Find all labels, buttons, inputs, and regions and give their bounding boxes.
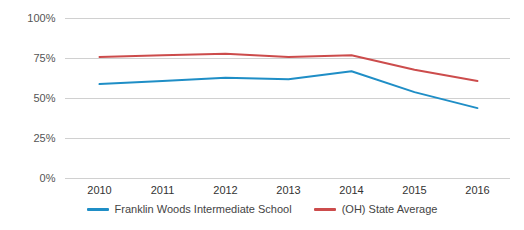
svg-text:2012: 2012 <box>213 184 237 196</box>
svg-text:100%: 100% <box>27 12 55 24</box>
svg-text:2016: 2016 <box>465 184 489 196</box>
svg-text:25%: 25% <box>33 132 55 144</box>
html-text:(OH) State Average: (OH) State Average <box>341 203 438 215</box>
svg-text:2014: 2014 <box>339 184 363 196</box>
svg-text:0%: 0% <box>40 172 56 184</box>
svg-text:2015: 2015 <box>402 184 426 196</box>
svg-text:2013: 2013 <box>276 184 300 196</box>
svg-text:2011: 2011 <box>151 184 175 196</box>
html-text:Franklin Woods Intermediate Sc: Franklin Woods Intermediate School <box>114 203 292 215</box>
svg-text:75%: 75% <box>33 52 55 64</box>
svg-text:50%: 50% <box>33 92 55 104</box>
svg-text:2010: 2010 <box>87 184 111 196</box>
